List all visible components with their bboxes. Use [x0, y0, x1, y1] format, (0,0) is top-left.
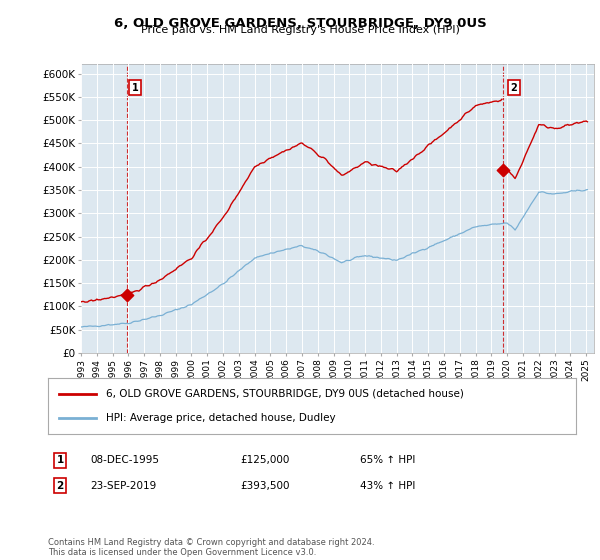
Text: 23-SEP-2019: 23-SEP-2019	[90, 480, 156, 491]
Text: 65% ↑ HPI: 65% ↑ HPI	[360, 455, 415, 465]
Text: 1: 1	[131, 83, 139, 92]
Point	[498, 165, 508, 174]
Text: 43% ↑ HPI: 43% ↑ HPI	[360, 480, 415, 491]
Text: £125,000: £125,000	[240, 455, 289, 465]
Text: 1: 1	[56, 455, 64, 465]
Text: 6, OLD GROVE GARDENS, STOURBRIDGE, DY9 0US: 6, OLD GROVE GARDENS, STOURBRIDGE, DY9 0…	[113, 17, 487, 30]
Text: 08-DEC-1995: 08-DEC-1995	[90, 455, 159, 465]
Text: Price paid vs. HM Land Registry's House Price Index (HPI): Price paid vs. HM Land Registry's House …	[140, 25, 460, 35]
Text: 6, OLD GROVE GARDENS, STOURBRIDGE, DY9 0US (detached house): 6, OLD GROVE GARDENS, STOURBRIDGE, DY9 0…	[106, 389, 464, 399]
Text: Contains HM Land Registry data © Crown copyright and database right 2024.
This d: Contains HM Land Registry data © Crown c…	[48, 538, 374, 557]
Text: HPI: Average price, detached house, Dudley: HPI: Average price, detached house, Dudl…	[106, 413, 336, 423]
Text: 2: 2	[56, 480, 64, 491]
Text: 2: 2	[511, 83, 517, 92]
Text: £393,500: £393,500	[240, 480, 290, 491]
Point	[122, 290, 132, 299]
